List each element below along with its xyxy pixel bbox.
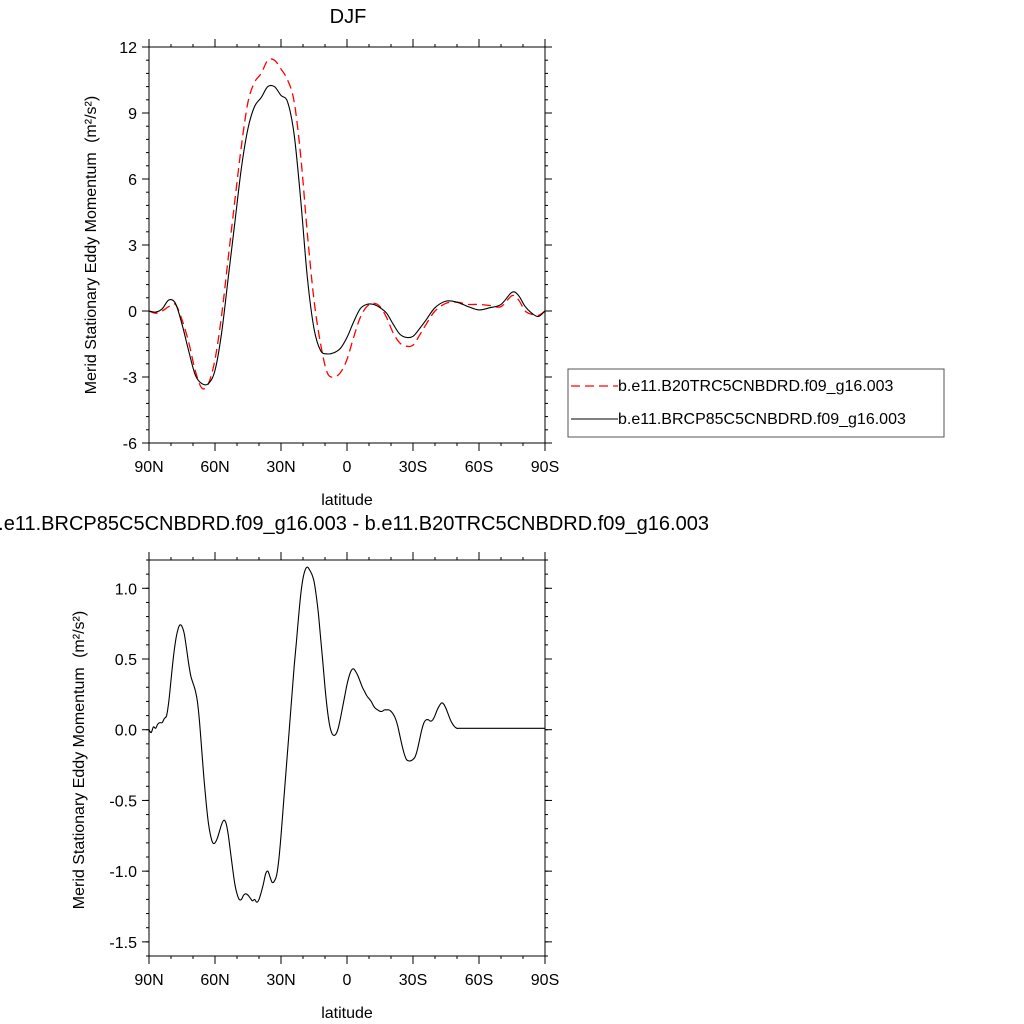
top-major-ticks — [142, 39, 552, 451]
legend-box — [567, 368, 945, 438]
top-x-tick-label: 0 — [343, 459, 352, 476]
top-panel: DJF -6 -3 0 3 6 9 12 90N 60N 30N 0 30S 60S 90S latit… — [83, 6, 945, 509]
top-x-tick-label: 30N — [266, 459, 295, 476]
bottom-y-tick-label: -1.5 — [109, 935, 137, 952]
bottom-y-tick-labels: -1.5 -1.0 -0.5 0.0 0.5 1.0 — [109, 581, 137, 952]
legend-label-0: b.e11.B20TRC5CNBDRD.f09_g16.003 — [618, 378, 894, 395]
bottom-series-lines — [148, 566, 545, 903]
top-x-tick-label: 60S — [465, 459, 493, 476]
bottom-y-tick-label: -1.0 — [109, 864, 137, 881]
bottom-panel: b.e11.BRCP85C5CNBDRD.f09_g16.003 - b.e11… — [0, 513, 709, 1022]
bottom-major-ticks — [142, 552, 552, 964]
top-y-tick-label: -6 — [123, 436, 137, 453]
top-x-tick-label: 60N — [200, 459, 229, 476]
top-title: DJF — [330, 6, 367, 28]
top-y-tick-label: -3 — [123, 370, 137, 387]
top-x-tick-label: 90N — [134, 459, 163, 476]
bottom-plot-frame — [148, 559, 546, 957]
top-x-axis-label: latitude — [321, 492, 373, 509]
bottom-y-axis-units: (m²/s²) — [71, 611, 88, 658]
top-plot-frame — [148, 46, 546, 444]
top-x-tick-label: 30S — [399, 459, 427, 476]
bottom-x-tick-label: 90S — [531, 972, 559, 989]
bottom-x-tick-labels: 90N 60N 30N 0 30S 60S 90S — [134, 972, 559, 989]
top-y-tick-label: 9 — [128, 106, 137, 123]
top-series-lines — [148, 58, 546, 390]
bottom-y-axis-label-text: Merid Stationary Eddy Momentum — [71, 667, 88, 909]
bottom-y-tick-label: 0.5 — [115, 652, 137, 669]
top-y-tick-label: 3 — [128, 238, 137, 255]
top-legend: b.e11.B20TRC5CNBDRD.f09_g16.003 b.e11.BR… — [567, 368, 945, 438]
top-series-line-1 — [148, 84, 546, 386]
bottom-x-tick-label: 0 — [343, 972, 352, 989]
bottom-series-line-0 — [148, 566, 545, 903]
bottom-y-tick-label: 1.0 — [115, 581, 137, 598]
top-y-tick-label: 0 — [128, 304, 137, 321]
bottom-x-tick-label: 30S — [399, 972, 427, 989]
bottom-y-tick-label: 0.0 — [115, 723, 137, 740]
bottom-x-tick-label: 60N — [200, 972, 229, 989]
bottom-x-axis-label: latitude — [321, 1005, 373, 1022]
top-x-tick-labels: 90N 60N 30N 0 30S 60S 90S — [134, 459, 559, 476]
bottom-minor-ticks — [146, 557, 548, 959]
bottom-x-tick-label: 90N — [134, 972, 163, 989]
top-y-tick-label: 12 — [119, 40, 137, 57]
top-y-tick-labels: -6 -3 0 3 6 9 12 — [119, 40, 137, 453]
bottom-y-tick-label: -0.5 — [109, 793, 137, 810]
bottom-title: b.e11.BRCP85C5CNBDRD.f09_g16.003 - b.e11… — [0, 513, 709, 535]
bottom-x-tick-label: 60S — [465, 972, 493, 989]
top-y-tick-label: 6 — [128, 172, 137, 189]
top-minor-ticks — [146, 44, 548, 446]
legend-label-1: b.e11.BRCP85C5CNBDRD.f09_g16.003 — [618, 411, 906, 428]
top-series-line-0 — [148, 58, 546, 390]
top-x-tick-label: 90S — [531, 459, 559, 476]
top-y-axis-label: Merid Stationary Eddy Momentum (m²/s²) — [83, 96, 100, 394]
bottom-x-tick-label: 30N — [266, 972, 295, 989]
top-y-axis-units: (m²/s²) — [83, 96, 100, 143]
top-y-axis-label-text: Merid Stationary Eddy Momentum — [83, 152, 100, 394]
bottom-y-axis-label: Merid Stationary Eddy Momentum (m²/s²) — [71, 611, 88, 909]
